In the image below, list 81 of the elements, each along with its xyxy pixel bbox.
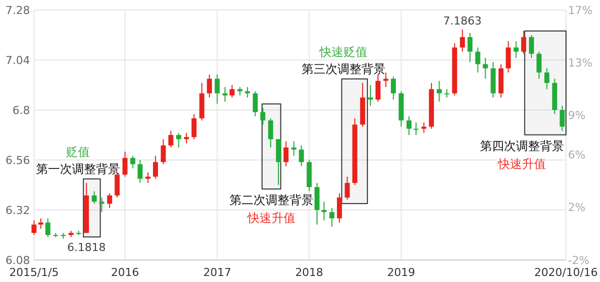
candlestick <box>329 207 334 228</box>
candlestick <box>314 182 320 226</box>
candlestick <box>506 40 511 73</box>
candlestick <box>152 155 158 180</box>
candlestick <box>406 116 412 136</box>
y-tick-label: 6.8 <box>12 104 30 117</box>
candlestick <box>214 74 220 104</box>
candlestick <box>467 32 472 63</box>
y2-tick-label: 6% <box>568 148 586 162</box>
candlestick <box>268 118 274 148</box>
annotation: 7.1863 <box>443 14 482 28</box>
annotation: 6.1818 <box>67 240 106 254</box>
candlestick <box>176 132 182 148</box>
candlestick <box>368 84 373 106</box>
candlestick <box>460 29 465 52</box>
candlestick <box>122 151 128 178</box>
candlestick <box>252 90 258 117</box>
candlestick <box>145 172 150 184</box>
candlestick <box>130 155 136 169</box>
candlestick <box>521 30 526 54</box>
candlestick <box>192 114 197 140</box>
y-tick-label: 7.04 <box>6 54 30 67</box>
candlestick <box>45 218 50 238</box>
candlestick <box>284 140 289 167</box>
candlestick <box>376 74 380 102</box>
annotation: 快速升值 <box>246 211 296 225</box>
candlestick <box>276 138 281 186</box>
x-tick-label: 2016 <box>110 266 139 279</box>
candlestick <box>206 74 212 98</box>
candlestick <box>560 105 565 132</box>
y2-tick-label: 13% <box>568 56 592 70</box>
annotation: 贬值 <box>66 144 90 159</box>
band-label: 第一次调整背景 <box>36 162 120 176</box>
candlestick <box>475 47 480 73</box>
y-tick-label: 6.56 <box>6 154 30 167</box>
candlestick <box>222 86 228 102</box>
y-tick-label: 6.32 <box>6 204 30 217</box>
candlestick <box>536 51 542 80</box>
candlestick <box>514 40 519 58</box>
candlestick <box>421 122 426 134</box>
annotation: 快速升值 <box>497 156 546 171</box>
candlestick <box>168 130 174 148</box>
candlestick <box>344 176 350 200</box>
candlestick <box>99 197 104 213</box>
band-label: 第二次调整背景 <box>229 193 314 207</box>
candlestick <box>322 201 327 221</box>
candlestick <box>414 122 419 136</box>
candlestick <box>260 107 266 126</box>
candlestick <box>482 57 488 80</box>
candlestick <box>160 138 166 165</box>
candlestick <box>390 76 396 100</box>
candlestick <box>291 140 296 156</box>
band-label: 第三次调整背景 <box>301 62 386 76</box>
candlestick <box>32 220 36 236</box>
x-tick-label: 2019 <box>387 266 416 279</box>
y2-tick-label: -2% <box>568 254 590 267</box>
candlestick <box>444 88 450 98</box>
candlestick <box>544 68 550 90</box>
y2-tick-label: 9% <box>568 109 586 122</box>
y-tick-label: 6.08 <box>6 254 30 267</box>
x-tick-label: 2018 <box>295 266 324 279</box>
candlestick <box>107 192 112 208</box>
candlestick <box>184 132 189 144</box>
candlestick <box>92 190 97 204</box>
band-label: 第四次调整背景 <box>480 138 564 153</box>
candlestick <box>138 160 143 184</box>
x-tick-label: 2015/1/5 <box>9 266 59 279</box>
candlestick <box>230 84 235 98</box>
y2-tick-label: 2% <box>568 201 586 214</box>
y2-tick-label: 17% <box>568 4 592 17</box>
annotation: 快速贬值 <box>318 44 368 59</box>
candlestick <box>38 218 44 230</box>
candlestick <box>336 192 342 223</box>
candlestick <box>383 72 388 88</box>
candlestick <box>298 144 304 167</box>
y-tick-label: 7.28 <box>6 4 30 17</box>
candlestick <box>244 86 250 98</box>
candlestick <box>436 80 442 102</box>
x-tick-label: 2020/10/16 <box>534 266 598 279</box>
x-tick-label: 2017 <box>203 266 232 279</box>
candlestick <box>528 34 534 58</box>
